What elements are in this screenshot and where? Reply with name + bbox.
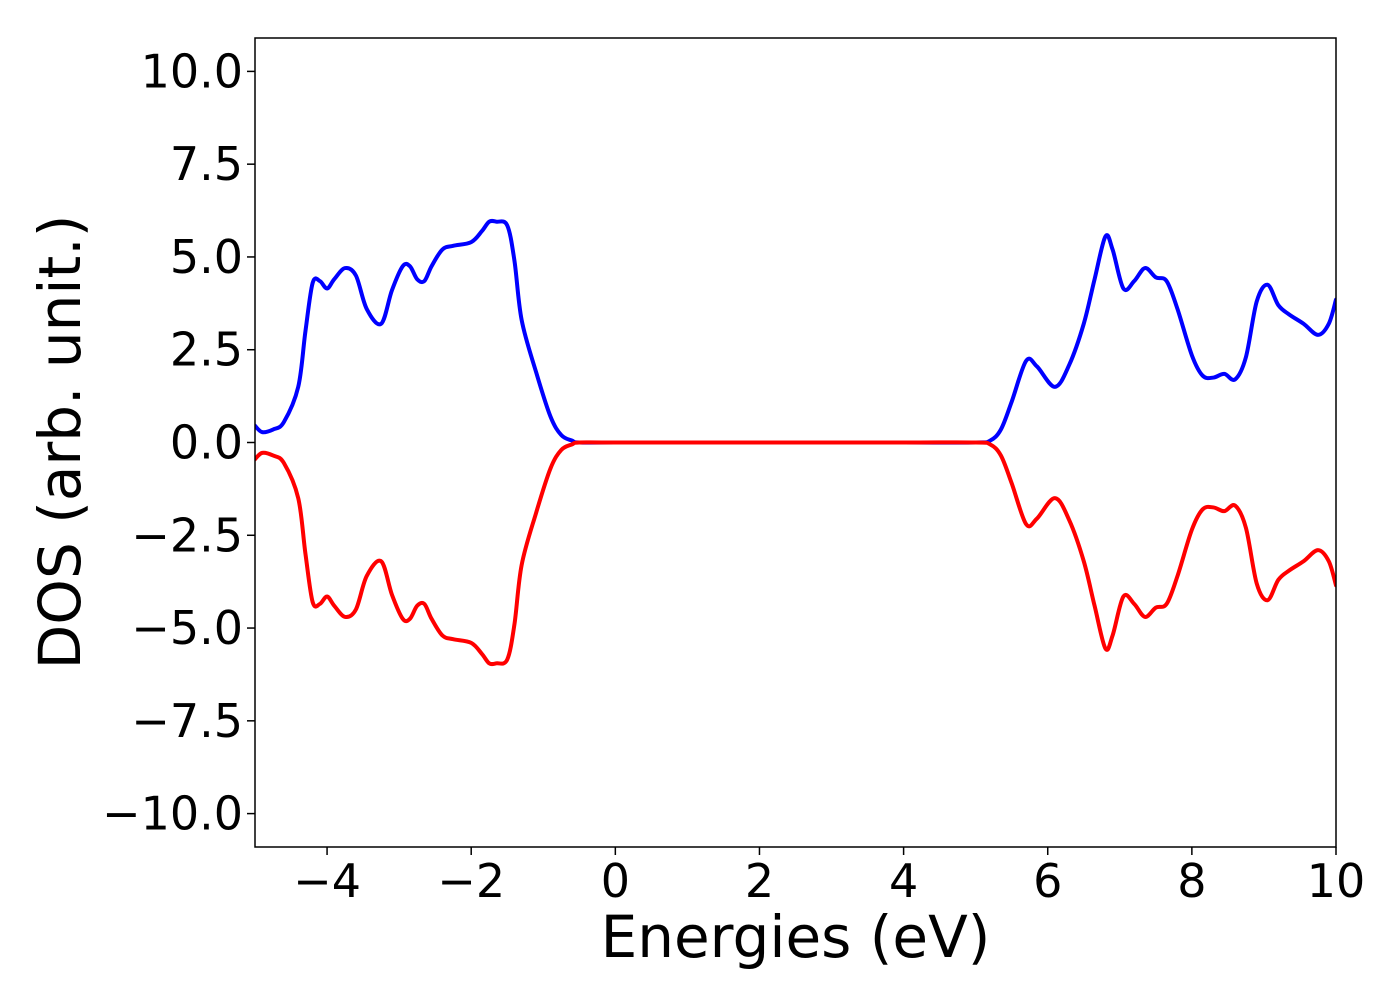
x-tick-label: 8 [1177, 854, 1206, 908]
y-tick-label: −2.5 [131, 508, 243, 562]
x-tick-label: −4 [293, 854, 361, 908]
y-axis: 10.0 7.5 5.0 2.5 0.0 −2.5 −5.0 −7.5 −10.0 [102, 44, 255, 841]
x-axis-label: Energies (eV) [601, 903, 991, 971]
y-axis-label: DOS (arb. unit.) [26, 215, 94, 670]
series-0-line [255, 218, 1336, 445]
series-layer [255, 218, 1336, 667]
y-tick-label: 2.5 [170, 323, 243, 377]
x-axis: −4 −2 0 2 4 6 8 10 [293, 847, 1365, 908]
y-tick-label: −7.5 [131, 694, 243, 748]
series-1-line [255, 440, 1336, 667]
x-tick-label: 2 [745, 854, 774, 908]
y-tick-label: 7.5 [170, 137, 243, 191]
x-tick-label: 4 [889, 854, 918, 908]
y-tick-label: 10.0 [141, 44, 243, 98]
x-tick-label: 10 [1307, 854, 1366, 908]
y-tick-label: −10.0 [102, 787, 243, 841]
x-tick-label: −2 [437, 854, 505, 908]
y-tick-label: 5.0 [170, 230, 243, 284]
x-tick-label: 6 [1033, 854, 1062, 908]
y-tick-label: −5.0 [131, 601, 243, 655]
y-tick-label: 0.0 [170, 416, 243, 470]
x-tick-label: 0 [601, 854, 630, 908]
